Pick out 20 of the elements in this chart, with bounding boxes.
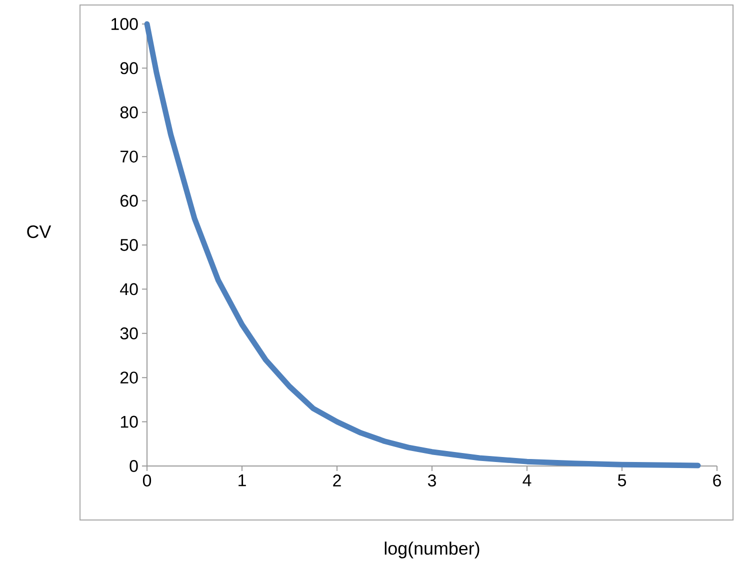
y-tick-label: 100 — [112, 18, 138, 30]
y-tick-label: 40 — [120, 283, 138, 296]
x-tick-label: 5 — [618, 474, 626, 486]
y-tick-label: 30 — [120, 327, 138, 340]
y-tick-label: 80 — [120, 106, 138, 118]
x-tick-label: 6 — [713, 474, 721, 486]
y-tick-label: 60 — [120, 194, 138, 207]
y-tick-label: 0 — [130, 460, 138, 472]
x-tick-label: 0 — [142, 474, 152, 486]
x-tick-label: 4 — [522, 474, 532, 486]
y-axis-title: CV — [27, 225, 52, 238]
y-tick-label: 20 — [120, 372, 138, 384]
y-tick-label: 10 — [120, 416, 138, 428]
y-tick-label: 90 — [120, 62, 138, 74]
x-tick-label: 1 — [238, 474, 246, 486]
y-tick-label: 70 — [120, 150, 138, 163]
x-tick-label: 3 — [428, 474, 436, 486]
y-tick-label: 50 — [120, 238, 138, 251]
x-tick-label: 2 — [333, 474, 341, 486]
x-axis-title: log(number) — [384, 542, 480, 558]
